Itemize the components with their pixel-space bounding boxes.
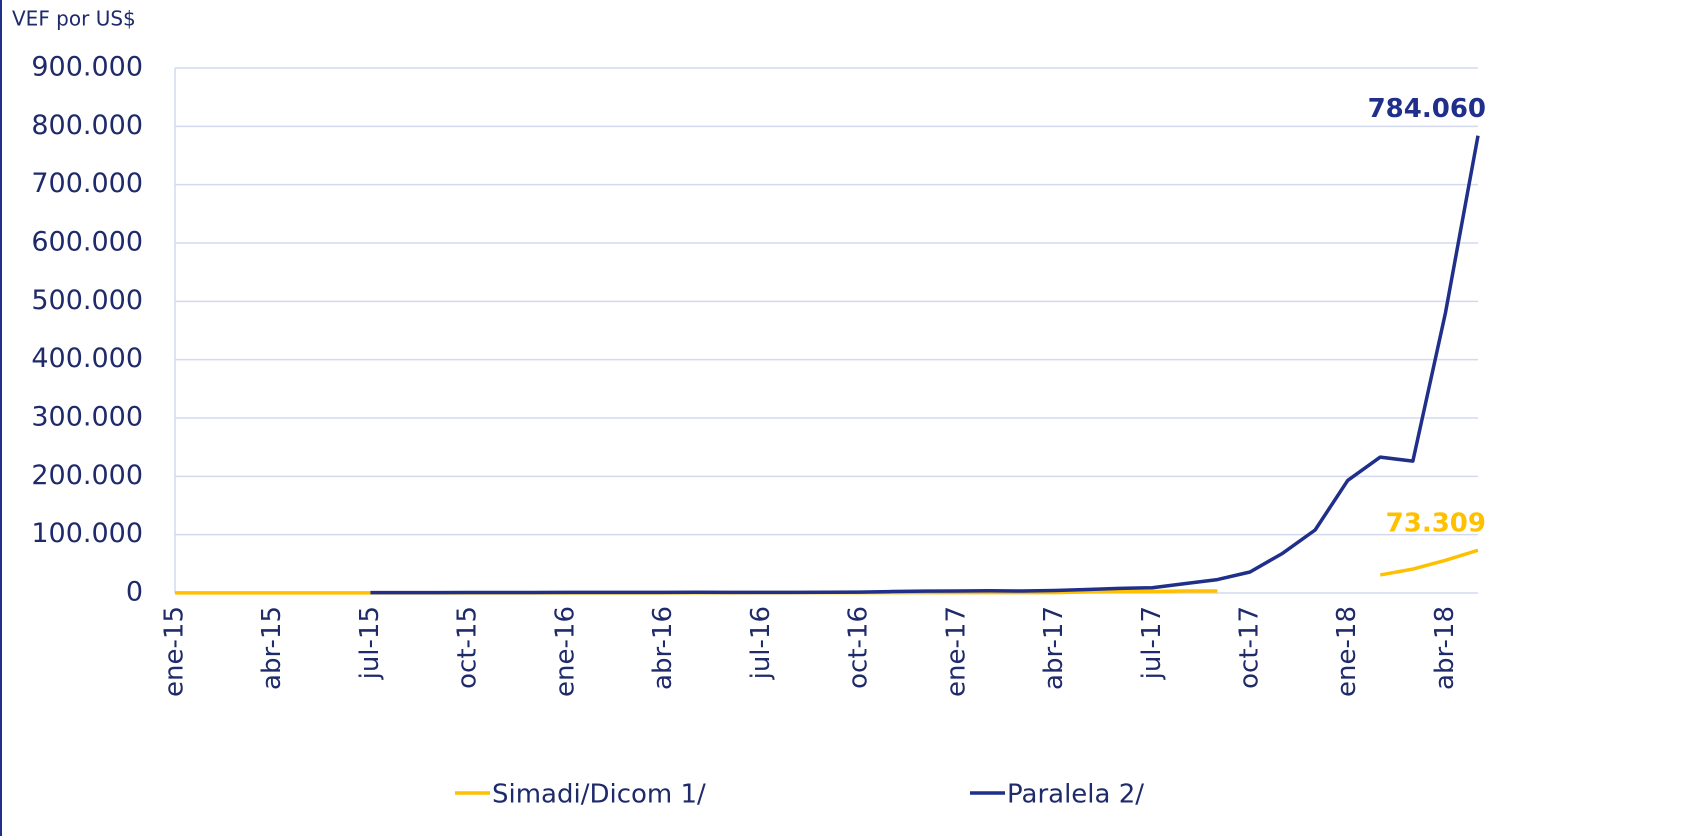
series-line — [1379, 548, 1479, 577]
x-tick-label: jul-16 — [746, 606, 776, 680]
y-tick-label: 0 — [126, 577, 143, 608]
y-tick-label: 600.000 — [31, 227, 143, 258]
series-line — [370, 135, 1480, 595]
x-tick-label: jul-17 — [1137, 606, 1167, 680]
y-tick-label: 700.000 — [31, 168, 143, 199]
y-tick-label: 900.000 — [31, 52, 143, 83]
x-tick-label: ene-18 — [1332, 606, 1362, 697]
x-tick-label: ene-16 — [550, 606, 580, 697]
x-tick-label: abr-18 — [1430, 606, 1460, 690]
x-tick-label: oct-16 — [844, 606, 874, 689]
data-label: 784.060 — [1368, 94, 1486, 124]
x-tick-label: oct-15 — [453, 606, 483, 689]
x-tick-label: jul-15 — [355, 606, 385, 680]
y-tick-label: 500.000 — [31, 285, 143, 316]
x-tick-label: ene-15 — [160, 606, 190, 697]
y-tick-label: 400.000 — [31, 343, 143, 374]
legend-label: Paralela 2/ — [1007, 780, 1144, 810]
x-tick-label: oct-17 — [1234, 606, 1264, 689]
legend-label: Simadi/Dicom 1/ — [492, 780, 706, 810]
y-tick-label: 300.000 — [31, 402, 143, 433]
x-tick-label: abr-17 — [1039, 606, 1069, 690]
y-tick-label: 800.000 — [31, 110, 143, 141]
y-tick-label: 200.000 — [31, 460, 143, 491]
data-label: 73.309 — [1386, 509, 1486, 539]
y-tick-label: 100.000 — [31, 518, 143, 549]
x-tick-label: abr-16 — [648, 606, 678, 690]
y-axis-label: VEF por US$ — [12, 7, 136, 31]
x-tick-label: ene-17 — [941, 606, 971, 697]
x-tick-label: abr-15 — [257, 606, 287, 690]
